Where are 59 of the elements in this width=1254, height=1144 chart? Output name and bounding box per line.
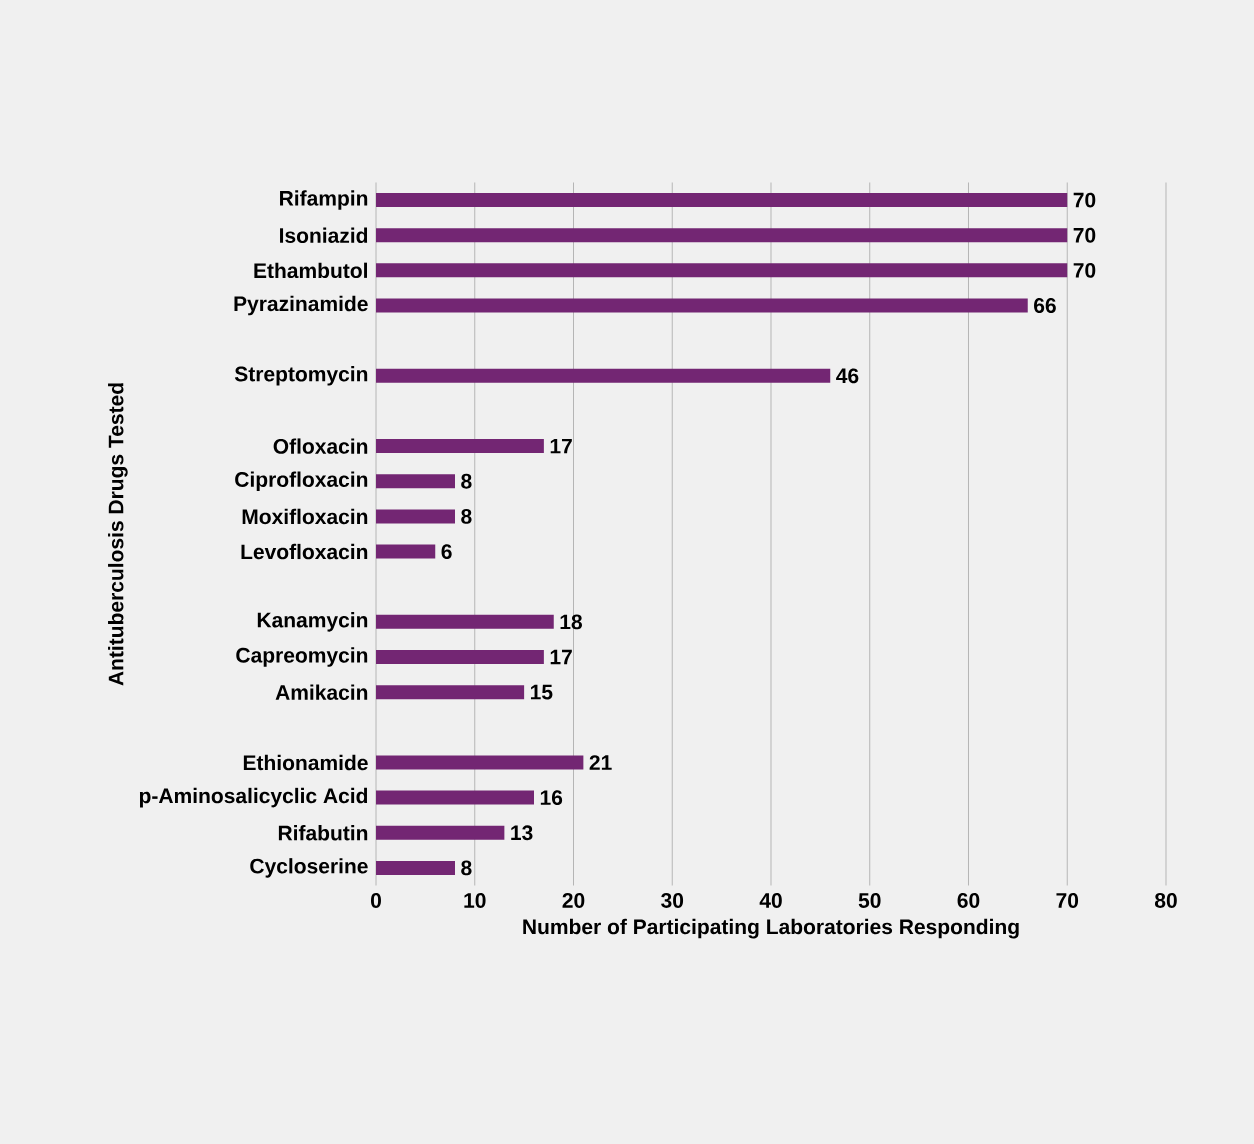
y-tick-label: Pyrazinamide (234, 295, 368, 316)
x-tick-label: 30 (661, 893, 684, 908)
data-label: 17 (550, 438, 572, 454)
x-tick-label: 60 (957, 893, 980, 908)
bar (376, 825, 505, 840)
bar (376, 368, 831, 383)
bar (376, 263, 1068, 278)
bar (376, 439, 544, 454)
data-label: 18 (560, 614, 582, 630)
bar (376, 298, 1028, 313)
bar (376, 193, 1068, 208)
bar (376, 860, 455, 875)
y-tick-label: Rifampin (280, 190, 368, 210)
y-tick-label: Moxifloxacin (242, 508, 368, 525)
y-tick-label: Isoniazid (280, 227, 368, 243)
bar (376, 790, 534, 805)
y-tick-label: Cycloserine (250, 858, 368, 878)
bar (376, 509, 455, 524)
bar (376, 650, 544, 665)
data-label: 13 (511, 825, 533, 841)
y-tick-label: p-Aminosalicyclic Acid (139, 787, 368, 808)
data-label: 70 (1073, 227, 1096, 243)
data-label: 16 (540, 790, 563, 806)
data-label: 17 (550, 649, 572, 665)
data-label: 70 (1073, 192, 1096, 208)
x-tick-label: 0 (370, 893, 381, 908)
x-tick-label: 40 (759, 893, 782, 908)
y-tick-label: Amikacin (275, 684, 368, 700)
data-label: 8 (461, 508, 472, 524)
data-label: 21 (589, 755, 612, 770)
x-tick-label: 50 (858, 893, 881, 908)
y-tick-label: Ciprofloxacin (235, 471, 368, 492)
y-tick-label: Ethionamide (243, 754, 368, 771)
data-label: 6 (441, 544, 452, 560)
bar (376, 755, 584, 770)
x-axis-title: Number of Participating Laboratories Responding (523, 918, 1019, 939)
x-tick-label: 20 (562, 893, 585, 908)
bar (376, 614, 554, 629)
data-label: 70 (1073, 262, 1096, 278)
y-tick-label: Ofloxacin (273, 438, 368, 454)
x-tick-label: 10 (464, 893, 486, 908)
y-tick-label: Levofloxacin (241, 543, 368, 560)
x-tick-label: 80 (1154, 893, 1177, 908)
y-tick-label: Ethambutol (254, 262, 367, 279)
x-tick-label: 70 (1056, 893, 1079, 908)
y-axis-title: Antituberculosis Drugs Tested (108, 383, 128, 686)
data-label: 15 (530, 684, 553, 700)
data-label: 8 (461, 860, 472, 876)
y-tick-label: Capreomycin (236, 647, 368, 667)
y-tick-label: Kanamycin (257, 612, 368, 632)
data-label: 46 (836, 368, 859, 384)
bar (376, 228, 1068, 243)
bar (376, 474, 455, 489)
bar (376, 544, 436, 559)
data-label: 8 (461, 473, 472, 489)
y-tick-label: Streptomycin (234, 366, 368, 386)
bar (376, 685, 525, 700)
y-tick-label: Rifabutin (278, 825, 368, 841)
data-label: 66 (1034, 298, 1056, 313)
